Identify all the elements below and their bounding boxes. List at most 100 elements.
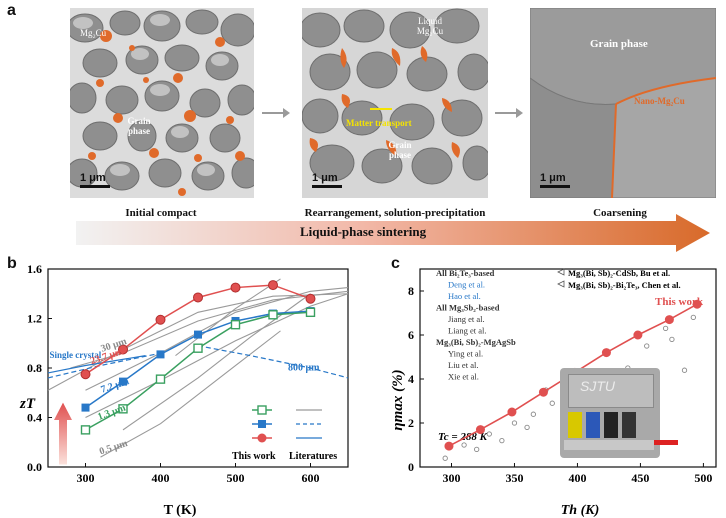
stage-arrow-2 (495, 108, 523, 118)
zt-xtick-label: 500 (227, 471, 245, 485)
literature-point (524, 424, 530, 431)
zt-point-this-work (193, 292, 203, 303)
caption-initial-compact: Initial compact (125, 207, 197, 219)
eta-this-work-point (601, 348, 611, 358)
device-label: SJTU (580, 378, 615, 394)
eta-this-work-point (507, 407, 517, 417)
label-matter-transport: Matter transport (346, 118, 412, 128)
label-nano-mg2cu: Nano-Mg₂Cu (634, 96, 685, 106)
eta-ytick-label: 6 (408, 328, 414, 342)
eta-legend-entry: All Mg₃Sb₂-based (436, 303, 500, 313)
wire-red (654, 440, 678, 445)
literature-point (662, 325, 669, 332)
eta-ytick-label: 8 (408, 284, 414, 298)
literature-point (442, 455, 448, 461)
eta-ytick-label: 4 (408, 372, 414, 386)
eta-legend-entry: Liang et al. (448, 326, 486, 336)
zt-point-green (268, 310, 278, 320)
literature-point (474, 446, 480, 453)
eta-xtick-label: 500 (694, 471, 712, 485)
literature-point (530, 411, 537, 417)
eta-legend-entry: Mg₃(Bi, Sb)₂-Bi₂Te₃, Chen et al. (568, 280, 681, 290)
zt-point-green (230, 319, 241, 330)
literature-point (669, 336, 675, 343)
zt-point-this-work (155, 314, 166, 325)
zt-ytick-label: 0.4 (27, 411, 42, 425)
leg-black-2 (622, 412, 636, 438)
label-grain-phase-1: Grain phase (127, 116, 151, 136)
zt-xtick-label: 600 (302, 471, 320, 485)
zt-ytick-label: 0.8 (27, 361, 42, 375)
literature-curve (175, 278, 281, 357)
eta-ylabel: ηmax (%) (390, 369, 406, 430)
literature-curve (70, 290, 349, 369)
zt-point-green (193, 343, 203, 353)
tc-label: Tc = 288 K (438, 431, 488, 443)
zt-point-this-work (305, 293, 316, 304)
zt-point-this-work (118, 344, 128, 355)
micrograph-initial-svg (70, 9, 254, 196)
eta-this-work-point (475, 425, 485, 435)
caption-coarsening: Coarsening (593, 207, 647, 219)
zt-up-arrow (54, 402, 72, 465)
label-mg2cu: Mg₂Cu (80, 28, 107, 38)
zt-point-this-work (230, 282, 241, 293)
eta-legend-marker (557, 280, 565, 288)
zt-point-green (155, 374, 166, 384)
zt-ytick-label: 1.2 (27, 312, 42, 326)
eta-this-work-point (633, 330, 643, 340)
literature-curve (85, 293, 349, 418)
single-crystal-curve (47, 355, 146, 374)
sintering-banner-label: Liquid-phase sintering (300, 224, 427, 239)
literature-dashed-curve (47, 352, 161, 379)
scale-bar-1: 1 μm (80, 172, 110, 188)
eta-legend-entry: Liu et al. (448, 360, 478, 370)
zt-point-blue (156, 350, 165, 359)
zt-annotation: Single crystal (50, 350, 102, 360)
eta-xtick-label: 350 (505, 471, 523, 485)
scale-bar-1-label: 1 μm (80, 172, 106, 184)
zt-point-this-work (80, 369, 91, 380)
literature-point (486, 431, 492, 437)
eta-xtick-label: 400 (568, 471, 586, 485)
eta-legend-marker (557, 268, 565, 276)
eta-plot-frame (419, 268, 717, 468)
eta-legend-entry: All Bi₂Te₃-based (436, 268, 495, 278)
matter-transport-arrow (370, 108, 392, 110)
zt-point-green (305, 307, 316, 318)
leg-black-1 (604, 412, 618, 438)
zt-xtick-label: 400 (152, 471, 170, 485)
panel-b-letter: b (7, 255, 17, 272)
micrograph-rearrangement-svg (302, 8, 488, 185)
literature-point (690, 314, 696, 321)
literature-curve (47, 293, 349, 391)
zt-point-blue (194, 330, 202, 339)
eta-xlabel: Th (K) (561, 503, 600, 518)
eta-xtick-label: 300 (442, 471, 460, 485)
literature-point (499, 437, 505, 444)
caption-rearrangement: Rearrangement, solution-precipitation (304, 207, 486, 219)
n-leg-yellow (568, 412, 582, 438)
zt-annotation: 7.2 μm (100, 376, 132, 396)
zt-point-green (118, 404, 128, 414)
legend-green-marker (257, 405, 267, 415)
scale-bar-2: 1 μm (312, 172, 342, 188)
micrograph-coarsening: Grain phase Nano-Mg₂Cu 1 μm (530, 8, 716, 198)
zt-xtick-label: 300 (77, 471, 95, 485)
legend-blue-marker (258, 420, 266, 428)
eta-xtick-label: 450 (631, 471, 649, 485)
micrograph-coarsening-svg (530, 8, 716, 198)
eta-this-work-point (538, 387, 548, 397)
scale-bar-2-label: 1 μm (312, 172, 338, 184)
eta-legend-entry: Mg₃(Bi, Sb)₂-MgAgSb (436, 337, 516, 347)
panel-a-letter: a (7, 2, 16, 19)
literature-point (644, 343, 650, 349)
zt-ylabel: zT (19, 396, 36, 412)
label-grain-phase-3: Grain phase (590, 38, 648, 50)
zt-point-green (80, 425, 91, 435)
zt-ytick-label: 1.6 (27, 262, 42, 276)
literature-point (511, 420, 518, 426)
micrograph-initial-compact: Mg₂Cu Grain phase 1 μm (70, 8, 254, 198)
sintering-banner-arrow (76, 214, 710, 252)
eta-legend-entry: Deng et al. (448, 280, 485, 290)
